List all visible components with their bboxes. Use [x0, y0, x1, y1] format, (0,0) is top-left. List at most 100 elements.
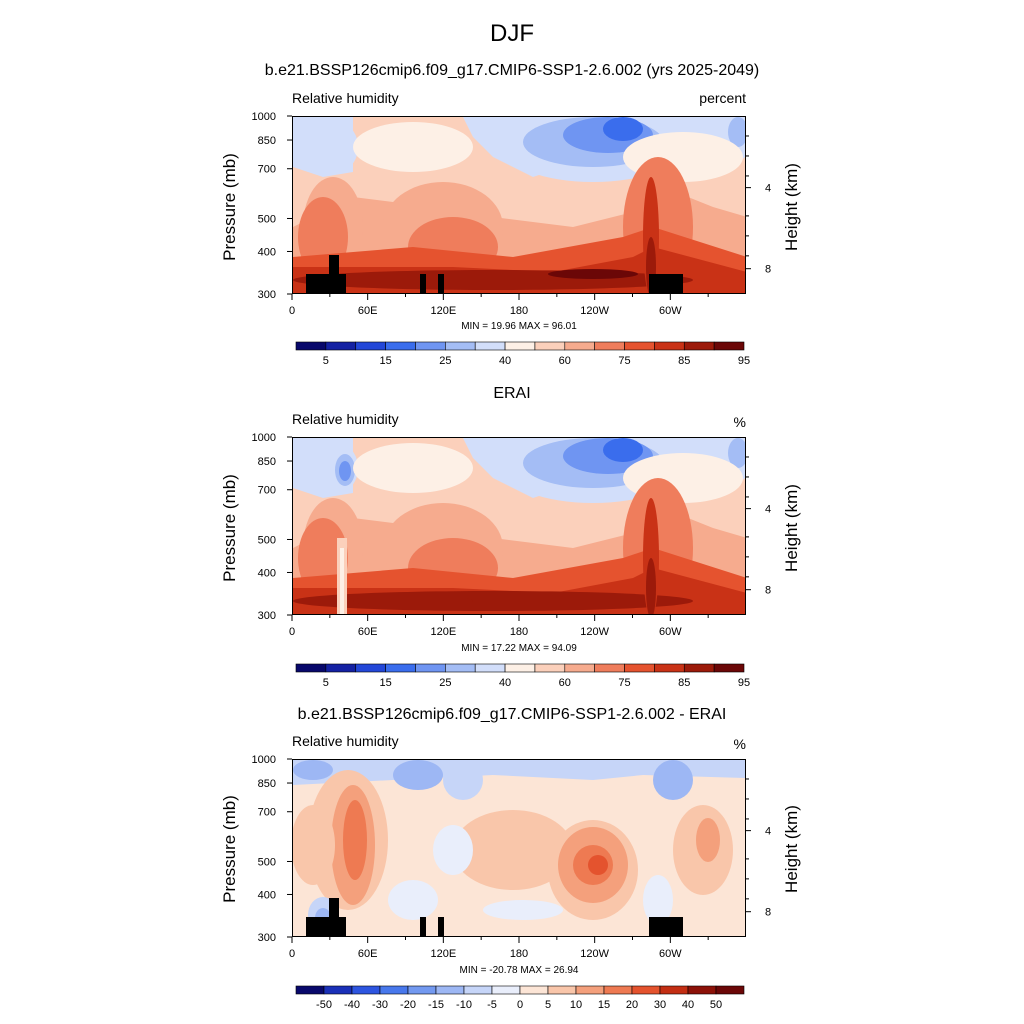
colorbar-label: 30 — [654, 999, 666, 1011]
colorbar-label: -10 — [456, 999, 472, 1011]
y-tick-label: 700 — [258, 807, 276, 819]
y-tick-label: 300 — [258, 932, 276, 944]
colorbar-label: 95 — [738, 677, 750, 689]
y-tick-label: 500 — [258, 213, 276, 225]
y-tick-label: 500 — [258, 856, 276, 868]
colorbar-label: 40 — [499, 677, 511, 689]
heatmap-plot — [292, 437, 746, 615]
terrain-mask — [420, 917, 426, 936]
colorbar-swatch — [325, 663, 357, 673]
y-tick-label: 400 — [258, 889, 276, 901]
heatmap-plot — [292, 116, 746, 294]
colorbar-swatch — [564, 663, 595, 673]
colorbar-label: 0 — [517, 999, 523, 1011]
panel-title: b.e21.BSSP126cmip6.f09_g17.CMIP6-SSP1-2.… — [264, 62, 760, 79]
colorbar-label: -15 — [428, 999, 444, 1011]
colorbar: 5 15 25 40 60 75 85 95 — [295, 663, 750, 689]
colorbar-label: 20 — [626, 999, 638, 1011]
right-tick-label: 4 — [765, 504, 771, 516]
contour-region — [443, 760, 483, 800]
x-tick-label: 60E — [358, 305, 378, 317]
colorbar-swatch — [534, 341, 566, 351]
contour-region — [653, 760, 693, 800]
contour-region — [728, 438, 745, 468]
contour-region — [548, 269, 638, 279]
right-tick-label: 8 — [765, 907, 771, 919]
contour-region — [603, 117, 643, 141]
colorbar-swatch — [474, 341, 506, 351]
panel-title: ERAI — [493, 385, 531, 402]
units-label: percent — [699, 90, 746, 106]
y-tick-label: 1000 — [252, 432, 276, 444]
colorbar-swatch — [415, 341, 446, 351]
colorbar-label: 85 — [678, 677, 690, 689]
min-max-stats: MIN = 19.96 MAX = 96.01 — [461, 321, 577, 332]
colorbar-swatch — [504, 663, 536, 673]
y-tick-label: 700 — [258, 485, 276, 497]
colorbar-swatch — [474, 663, 506, 673]
terrain-mask — [329, 898, 339, 936]
contour-region — [340, 548, 344, 614]
contour-region — [353, 595, 473, 607]
contour-region — [393, 760, 443, 790]
x-tick-label: 120W — [580, 626, 609, 638]
colorbar-swatch — [504, 341, 536, 351]
colorbar-swatch — [463, 985, 493, 995]
colorbar-swatch — [715, 985, 745, 995]
right-tick-label: 4 — [765, 183, 771, 195]
colorbar-swatch — [547, 985, 577, 995]
contour-region — [339, 461, 351, 481]
right-tick-label: 8 — [765, 264, 771, 276]
colorbar: -50 -40 -30 -20 -15 -10 -5 0 5 10 15 20 30 40 50 — [295, 985, 745, 1011]
colorbar-swatch — [355, 663, 386, 673]
variable-label: Relative humidity — [292, 90, 399, 106]
colorbar-swatch — [379, 985, 409, 995]
colorbar-label: -30 — [372, 999, 388, 1011]
colorbar-swatch — [295, 663, 327, 673]
x-tick-label: 60W — [659, 626, 682, 638]
y-tick-label: 1000 — [252, 111, 276, 123]
colorbar-swatch — [415, 663, 446, 673]
colorbar-swatch — [624, 341, 655, 351]
x-tick-label: 120E — [430, 948, 456, 960]
contour-region — [328, 125, 358, 169]
x-tick-label: 60E — [358, 948, 378, 960]
colorbar-swatch — [435, 985, 465, 995]
right-tick-label: 4 — [765, 826, 771, 838]
colorbar-label: 50 — [710, 999, 722, 1011]
x-tick-label: 180 — [510, 626, 528, 638]
colorbar-label: 40 — [682, 999, 694, 1011]
contour-region — [343, 800, 367, 880]
colorbar-swatch — [594, 663, 625, 673]
colorbar-label: 25 — [439, 355, 451, 367]
variable-label: Relative humidity — [292, 733, 399, 749]
contour-region — [453, 810, 573, 890]
y-tick-label: 300 — [258, 289, 276, 301]
colorbar-swatch — [445, 341, 476, 351]
terrain-mask — [438, 274, 444, 293]
colorbar-label: 40 — [499, 355, 511, 367]
min-max-stats: MIN = -20.78 MAX = 26.94 — [459, 965, 579, 976]
colorbar-swatch — [713, 663, 745, 673]
colorbar-swatch — [355, 341, 386, 351]
contour-region — [603, 438, 643, 462]
contour-region — [353, 443, 473, 493]
colorbar-swatch — [295, 985, 325, 995]
x-tick-label: 60W — [659, 948, 682, 960]
colorbar-label: 60 — [559, 355, 571, 367]
contour-region — [433, 825, 473, 875]
y-tick-label: 850 — [258, 778, 276, 790]
colorbar-swatch — [654, 341, 685, 351]
colorbar-swatch — [659, 985, 689, 995]
x-tick-label: 60E — [358, 626, 378, 638]
y-tick-label: 700 — [258, 164, 276, 176]
colorbar-label: 15 — [598, 999, 610, 1011]
x-tick-label: 120E — [430, 626, 456, 638]
terrain-mask — [438, 917, 444, 936]
colorbar-swatch — [407, 985, 437, 995]
axis-ticks: 0 60E 120E 180 120W 60W 300 400 500 700 850 1000 8 4 — [252, 754, 772, 960]
contour-region — [293, 760, 333, 780]
x-tick-label: 120W — [580, 305, 609, 317]
colorbar-label: 5 — [323, 677, 329, 689]
variable-label: Relative humidity — [292, 411, 399, 427]
